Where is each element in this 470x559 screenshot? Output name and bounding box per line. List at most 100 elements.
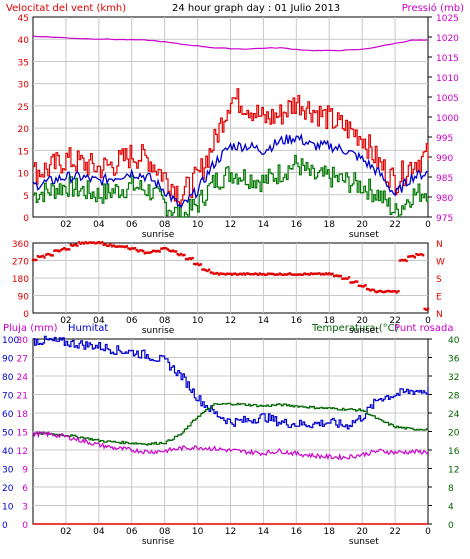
direction-point (397, 290, 400, 293)
direction-point (230, 273, 234, 276)
direction-point (227, 272, 231, 276)
direction-point (166, 248, 170, 251)
direction-point (153, 249, 156, 253)
direction-point (390, 290, 393, 293)
x-tick-label-wind: 20 (356, 220, 368, 230)
direction-point (374, 290, 377, 293)
direction-point (188, 257, 191, 260)
direction-point (323, 273, 326, 276)
direction-point (257, 273, 260, 276)
direction-y-tick-label: 360 (12, 240, 29, 250)
x-tick-label-wind: 06 (126, 220, 138, 230)
x-tick-label-humidity: 20 (356, 527, 368, 537)
temperature-y-tick-label: 24 (448, 410, 460, 420)
x-tick-label-humidity: 18 (324, 527, 336, 537)
direction-point (46, 252, 49, 256)
direction-point (143, 252, 147, 255)
direction-point (76, 244, 79, 247)
temperature-y-tick-label: 32 (448, 373, 459, 383)
direction-point (420, 253, 423, 256)
direction-point (63, 247, 66, 250)
direction-point (219, 272, 222, 275)
wind-y-tick-label: 45 (18, 14, 29, 24)
direction-point (105, 244, 109, 247)
wind-series-gust (33, 88, 429, 205)
direction-point (207, 268, 211, 271)
x-tick-label-humidity: 02 (60, 527, 71, 537)
direction-point (410, 255, 413, 258)
humidity-y-tick-label: 10 (2, 503, 14, 513)
direction-point (364, 284, 367, 287)
humidity-y-tick-label: 80 (2, 373, 14, 383)
direction-point (216, 271, 219, 275)
direction-point (212, 272, 216, 275)
direction-compass-label: W (436, 258, 445, 268)
direction-point (319, 273, 323, 276)
direction-point (54, 249, 58, 252)
direction-point (151, 249, 155, 252)
direction-point (87, 241, 91, 244)
direction-point (99, 241, 102, 245)
x-tick-label-wind: 12 (225, 220, 236, 230)
direction-point (102, 243, 105, 246)
rain-axis-label: Pluja (mm) (3, 323, 58, 334)
direction-point (122, 245, 125, 248)
direction-point (82, 242, 86, 245)
direction-point (165, 247, 168, 250)
direction-point (193, 262, 196, 266)
wind-series-low (33, 154, 429, 218)
direction-point (336, 274, 339, 277)
direction-point (370, 288, 374, 291)
direction-point (405, 259, 408, 263)
direction-point (290, 273, 293, 276)
rain-y-tick-label: 3 (22, 503, 28, 513)
pressure-y-tick-label: 1010 (436, 74, 459, 84)
direction-point (35, 258, 38, 262)
direction-point (201, 268, 204, 271)
direction-point (318, 272, 321, 275)
direction-point (119, 245, 122, 248)
direction-point (36, 255, 40, 258)
direction-point (359, 284, 362, 287)
direction-point (375, 290, 379, 294)
wind-y-tick-label: 35 (18, 58, 29, 68)
x-tick-label-humidity: 0 (425, 527, 431, 537)
direction-point (181, 254, 184, 257)
direction-point (288, 272, 291, 275)
direction-point (209, 271, 212, 274)
direction-point (403, 258, 407, 262)
direction-point (329, 273, 333, 276)
rain-y-tick-label: 30 (17, 336, 29, 346)
direction-point (377, 290, 380, 293)
direction-point (367, 288, 370, 291)
direction-point (416, 253, 420, 257)
direction-point (344, 277, 347, 280)
direction-point (74, 243, 77, 246)
direction-point (77, 241, 81, 244)
wind-y-tick-label: 5 (23, 192, 29, 202)
x-tick-label-direction: 12 (225, 316, 236, 326)
rain-y-tick-label: 6 (22, 484, 28, 494)
wind-series-pressure (32, 35, 429, 52)
direction-point (135, 248, 138, 252)
direction-compass-label: N (436, 310, 443, 320)
direction-point (81, 241, 84, 244)
graph-day-title: 24 hour graph day : 01 Julio 2013 (172, 3, 340, 14)
direction-point (379, 289, 382, 293)
humidity-y-tick-label: 30 (2, 466, 14, 476)
direction-point (112, 244, 115, 247)
rain-y-tick-label: 9 (22, 466, 28, 476)
direction-point (69, 243, 73, 247)
direction-point (124, 245, 127, 249)
direction-point (170, 250, 173, 253)
temperature-axis-label: Temperatura (°C) (311, 323, 399, 334)
direction-point (247, 272, 250, 275)
direction-point (305, 272, 308, 276)
direction-point (156, 249, 160, 253)
direction-point (402, 259, 405, 262)
direction-point (94, 242, 97, 245)
direction-point (286, 272, 290, 276)
direction-point (273, 273, 277, 276)
direction-point (168, 249, 171, 252)
